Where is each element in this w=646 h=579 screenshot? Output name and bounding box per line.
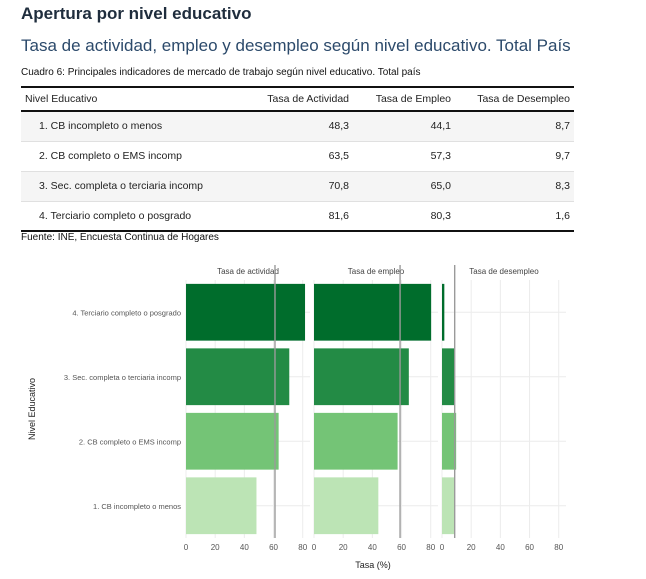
column-header: Nivel Educativo [21,86,241,112]
x-tick-label: 0 [312,543,317,552]
table-cell: 44,1 [353,110,455,141]
bar [442,477,455,535]
y-tick-label: 2. CB completo o EMS incomp [79,437,181,446]
page-title: Apertura por nivel educativo [21,4,252,23]
table-row: 4. Terciario completo o posgrado 81,6 80… [21,200,574,232]
faceted-bar-chart: Tasa de actividad Tasa de empleo Tasa de d… [27,265,566,570]
x-tick-label: 80 [554,543,563,552]
bar [314,283,432,341]
table-cell: 57,3 [353,140,455,171]
table-cell: 4. Terciario completo o posgrado [21,200,241,232]
indicators-table: Nivel Educativo Tasa de Actividad Tasa d… [21,86,574,232]
bar [186,283,306,341]
x-tick-label: 20 [211,543,220,552]
table-cell: 63,5 [241,140,353,171]
x-tick-label: 20 [467,543,476,552]
bar [314,477,379,535]
table-header-row: Nivel Educativo Tasa de Actividad Tasa d… [21,86,574,112]
table-caption: Cuadro 6: Principales indicadores de mer… [21,67,421,78]
x-tick-label: 80 [298,543,307,552]
bar [442,412,457,470]
x-tick-label: 60 [269,543,278,552]
x-axis-title: Tasa (%) [355,560,391,570]
table-cell: 1. CB incompleto o menos [21,110,241,141]
bar [186,477,257,535]
column-header: Tasa de Empleo [353,86,455,112]
bar [186,412,279,470]
x-tick-label: 0 [440,543,445,552]
table-cell: 65,0 [353,170,455,201]
x-tick-label: 60 [525,543,534,552]
facet-title: Tasa de actividad [217,267,279,276]
table-cell: 70,8 [241,170,353,201]
facet-title: Tasa de empleo [348,267,405,276]
x-tick-label: 40 [368,543,377,552]
table-row: 2. CB completo o EMS incomp 63,5 57,3 9,… [21,140,574,171]
column-header: Tasa de Desempleo [455,86,574,112]
y-axis-title: Nivel Educativo [27,378,37,440]
table-cell: 48,3 [241,110,353,141]
y-tick-label: 1. CB incompleto o menos [93,502,181,511]
bar [442,283,445,341]
table-cell: 81,6 [241,200,353,232]
x-tick-label: 80 [426,543,435,552]
table-source: Fuente: INE, Encuesta Continua de Hogare… [21,232,219,243]
table-row: 3. Sec. completa o terciaria incomp 70,8… [21,170,574,201]
x-tick-label: 60 [397,543,406,552]
table-cell: 80,3 [353,200,455,232]
bar [314,412,398,470]
x-tick-label: 40 [496,543,505,552]
bar [314,348,409,406]
y-tick-label: 3. Sec. completa o terciaria incomp [64,373,181,382]
y-tick-label: 4. Terciario completo o posgrado [72,308,181,317]
table-cell: 8,7 [455,110,574,141]
column-header: Tasa de Actividad [241,86,353,112]
chart-heading: Tasa de actividad, empleo y desempleo se… [21,36,571,55]
bar [186,348,290,406]
table-cell: 8,3 [455,170,574,201]
table-cell: 1,6 [455,200,574,232]
facet-title: Tasa de desempleo [469,267,539,276]
x-tick-label: 0 [184,543,189,552]
bar [442,348,455,406]
table-cell: 9,7 [455,140,574,171]
x-tick-label: 40 [240,543,249,552]
table-cell: 3. Sec. completa o terciaria incomp [21,170,241,201]
table-cell: 2. CB completo o EMS incomp [21,140,241,171]
x-tick-label: 20 [339,543,348,552]
table-row: 1. CB incompleto o menos 48,3 44,1 8,7 [21,110,574,141]
